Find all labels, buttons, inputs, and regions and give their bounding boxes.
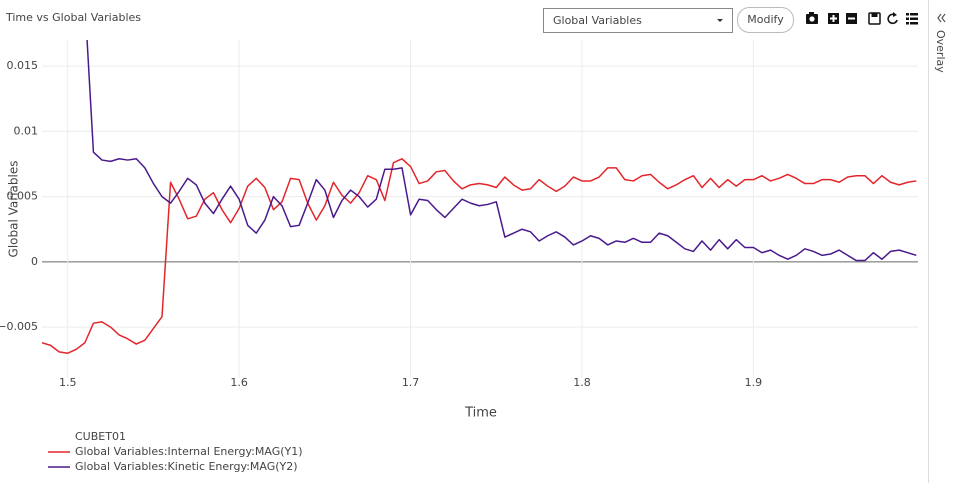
y-tick-label: 0.005: [7, 190, 39, 203]
plot-area: [42, 40, 917, 354]
x-tick-label: 1.9: [745, 376, 763, 389]
dropdown-caret: [717, 19, 723, 22]
dropdown-value[interactable]: Global Variables: [553, 14, 642, 27]
reset-icon[interactable]: [887, 12, 898, 25]
x-tick-label: 1.6: [230, 376, 248, 389]
y-axis-title: Global Variables: [7, 161, 21, 258]
camera-icon[interactable]: [806, 12, 818, 24]
grid: [42, 40, 918, 378]
button-label[interactable]: Modify: [747, 13, 784, 26]
x-tick-label: 1.8: [573, 376, 591, 389]
legend-title: CUBET01: [75, 430, 126, 443]
legend-label: Global Variables:Internal Energy:MAG(Y1): [75, 445, 303, 458]
y-tick-label: 0.015: [7, 59, 39, 72]
toolbar-icons: [806, 12, 918, 25]
sidebar-label[interactable]: Overlay: [934, 30, 947, 73]
x-tick-label: 1.7: [402, 376, 420, 389]
legend-label: Global Variables:Kinetic Energy:MAG(Y2): [75, 460, 298, 473]
collapse-icon[interactable]: [937, 13, 946, 23]
button-box[interactable]: [737, 7, 794, 33]
zoom-out-icon[interactable]: [846, 13, 857, 24]
series-line: [42, 158, 917, 354]
list-icon[interactable]: [906, 13, 918, 25]
zoom-in-icon[interactable]: [828, 13, 839, 24]
save-icon[interactable]: [868, 12, 881, 25]
x-axis-title: Time: [464, 406, 497, 421]
dropdown[interactable]: Global Variables: [543, 8, 733, 33]
dropdown-box[interactable]: [543, 8, 733, 33]
series-line: [86, 40, 917, 262]
page-title: Time vs Global Variables: [5, 11, 141, 24]
x-tick-label: 1.5: [59, 376, 77, 389]
modify-button[interactable]: Modify: [737, 7, 794, 33]
y-tick-label: −0.005: [0, 320, 38, 333]
y-tick-label: 0: [31, 255, 38, 268]
y-tick-label: 0.01: [14, 124, 39, 137]
